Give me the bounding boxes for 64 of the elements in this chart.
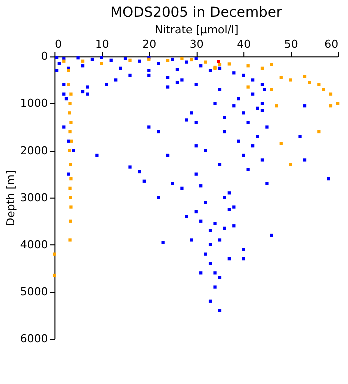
point [100,62,104,66]
point [329,104,333,108]
point [67,69,70,72]
point [70,177,73,181]
x-tick-label: 40 [237,38,252,52]
point [329,92,333,96]
point [68,186,72,190]
point [68,130,72,134]
x-tick-label: 50 [284,38,298,52]
point [68,149,72,152]
point [81,60,85,63]
point [68,238,72,242]
y-axis-title: Depth [m] [4,170,18,226]
point [128,58,132,62]
y-tick-label: 6000 [20,332,48,346]
point [218,63,222,66]
point [270,88,274,92]
y-tick-label: 0 [41,50,48,64]
point [303,75,307,78]
point [246,64,250,68]
point [53,252,56,256]
x-tick-label: 30 [190,38,204,52]
point [69,220,72,223]
point [70,92,73,96]
y-tick-label: 1000 [20,97,48,110]
point [308,80,312,84]
point [246,86,250,89]
x-tick-label: 0 [55,38,62,52]
point [68,102,72,106]
point [318,130,321,134]
point [204,60,208,64]
point [228,62,232,66]
chart-title: MODS2005 in December [110,4,282,21]
x-tick-label: 10 [95,38,110,52]
point [190,58,194,62]
point [68,112,72,115]
x-tick-label: 60 [324,38,339,52]
point [70,206,73,209]
x-tick-label: 20 [142,38,157,52]
point [289,163,292,166]
point [69,196,72,200]
y-tick-label: 2000 [20,144,48,158]
point [289,78,292,82]
point [216,60,220,64]
point [180,56,184,60]
point [275,104,278,108]
point [322,88,326,92]
point [69,163,72,166]
point [260,66,264,70]
point [166,59,170,62]
y-tick-label: 4000 [20,238,48,252]
y-tick-label: 5000 [20,285,48,298]
point [280,142,283,146]
point [62,60,66,63]
point [70,120,73,124]
point [53,274,56,278]
point [67,83,70,86]
y-tick-label: 3000 [20,191,48,204]
point [70,140,74,143]
point [336,102,340,106]
point [280,76,283,80]
point [270,63,274,66]
x-axis-title: Nitrate [μmol/l] [155,23,239,36]
point [318,83,321,86]
